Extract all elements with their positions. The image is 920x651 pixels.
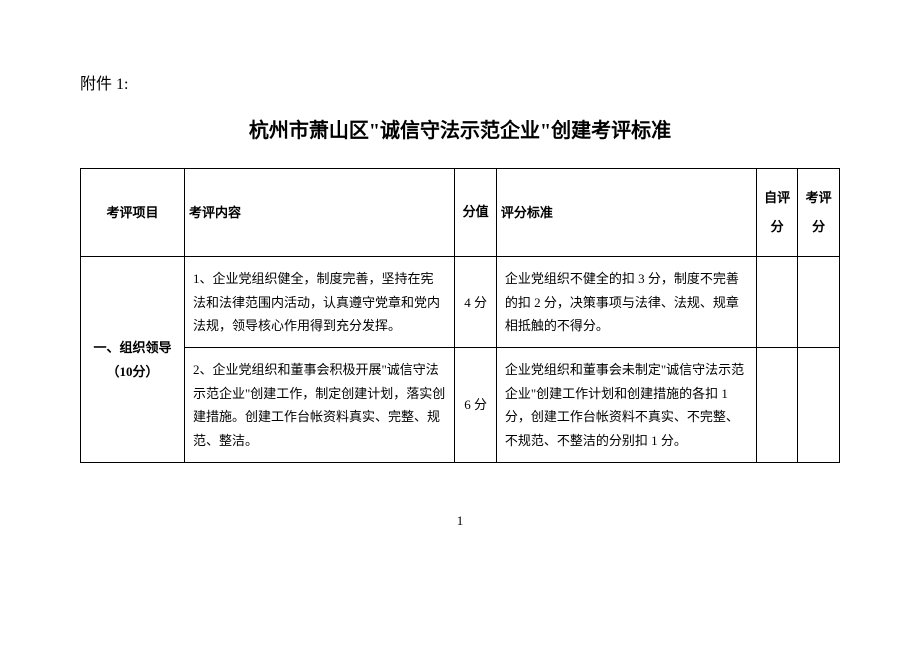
- header-score: 分值: [455, 169, 497, 257]
- content-cell: 1、企业党组织健全，制度完善，坚持在宪法和法律范围内活动，认真遵守党章和党内法规…: [184, 257, 454, 348]
- table-row: 2、企业党组织和董事会积极开展"诚信守法示范企业"创建工作，制定创建计划，落实创…: [81, 348, 840, 463]
- header-self-score: 自评分: [756, 169, 798, 257]
- score-cell: 4 分: [455, 257, 497, 348]
- criteria-cell: 企业党组织和董事会未制定"诚信守法示范企业"创建工作计划和创建措施的各扣 1 分…: [496, 348, 756, 463]
- project-cell: 一、组织领导（10分）: [81, 257, 185, 463]
- header-criteria: 评分标准: [496, 169, 756, 257]
- table-row: 一、组织领导（10分） 1、企业党组织健全，制度完善，坚持在宪法和法律范围内活动…: [81, 257, 840, 348]
- self-score-cell: [756, 257, 798, 348]
- content-cell: 2、企业党组织和董事会积极开展"诚信守法示范企业"创建工作，制定创建计划，落实创…: [184, 348, 454, 463]
- header-project: 考评项目: [81, 169, 185, 257]
- eval-score-cell: [798, 348, 840, 463]
- evaluation-table: 考评项目 考评内容 分值 评分标准 自评分 考评分 一、组织领导（10分） 1、…: [80, 168, 840, 463]
- attachment-label: 附件 1:: [80, 70, 840, 94]
- document-title: 杭州市萧山区"诚信守法示范企业"创建考评标准: [80, 114, 840, 143]
- score-cell: 6 分: [455, 348, 497, 463]
- self-score-cell: [756, 348, 798, 463]
- table-header-row: 考评项目 考评内容 分值 评分标准 自评分 考评分: [81, 169, 840, 257]
- criteria-cell: 企业党组织不健全的扣 3 分，制度不完善的扣 2 分，决策事项与法律、法规、规章…: [496, 257, 756, 348]
- header-content: 考评内容: [184, 169, 454, 257]
- eval-score-cell: [798, 257, 840, 348]
- page-number: 1: [80, 513, 840, 529]
- header-eval-score: 考评分: [798, 169, 840, 257]
